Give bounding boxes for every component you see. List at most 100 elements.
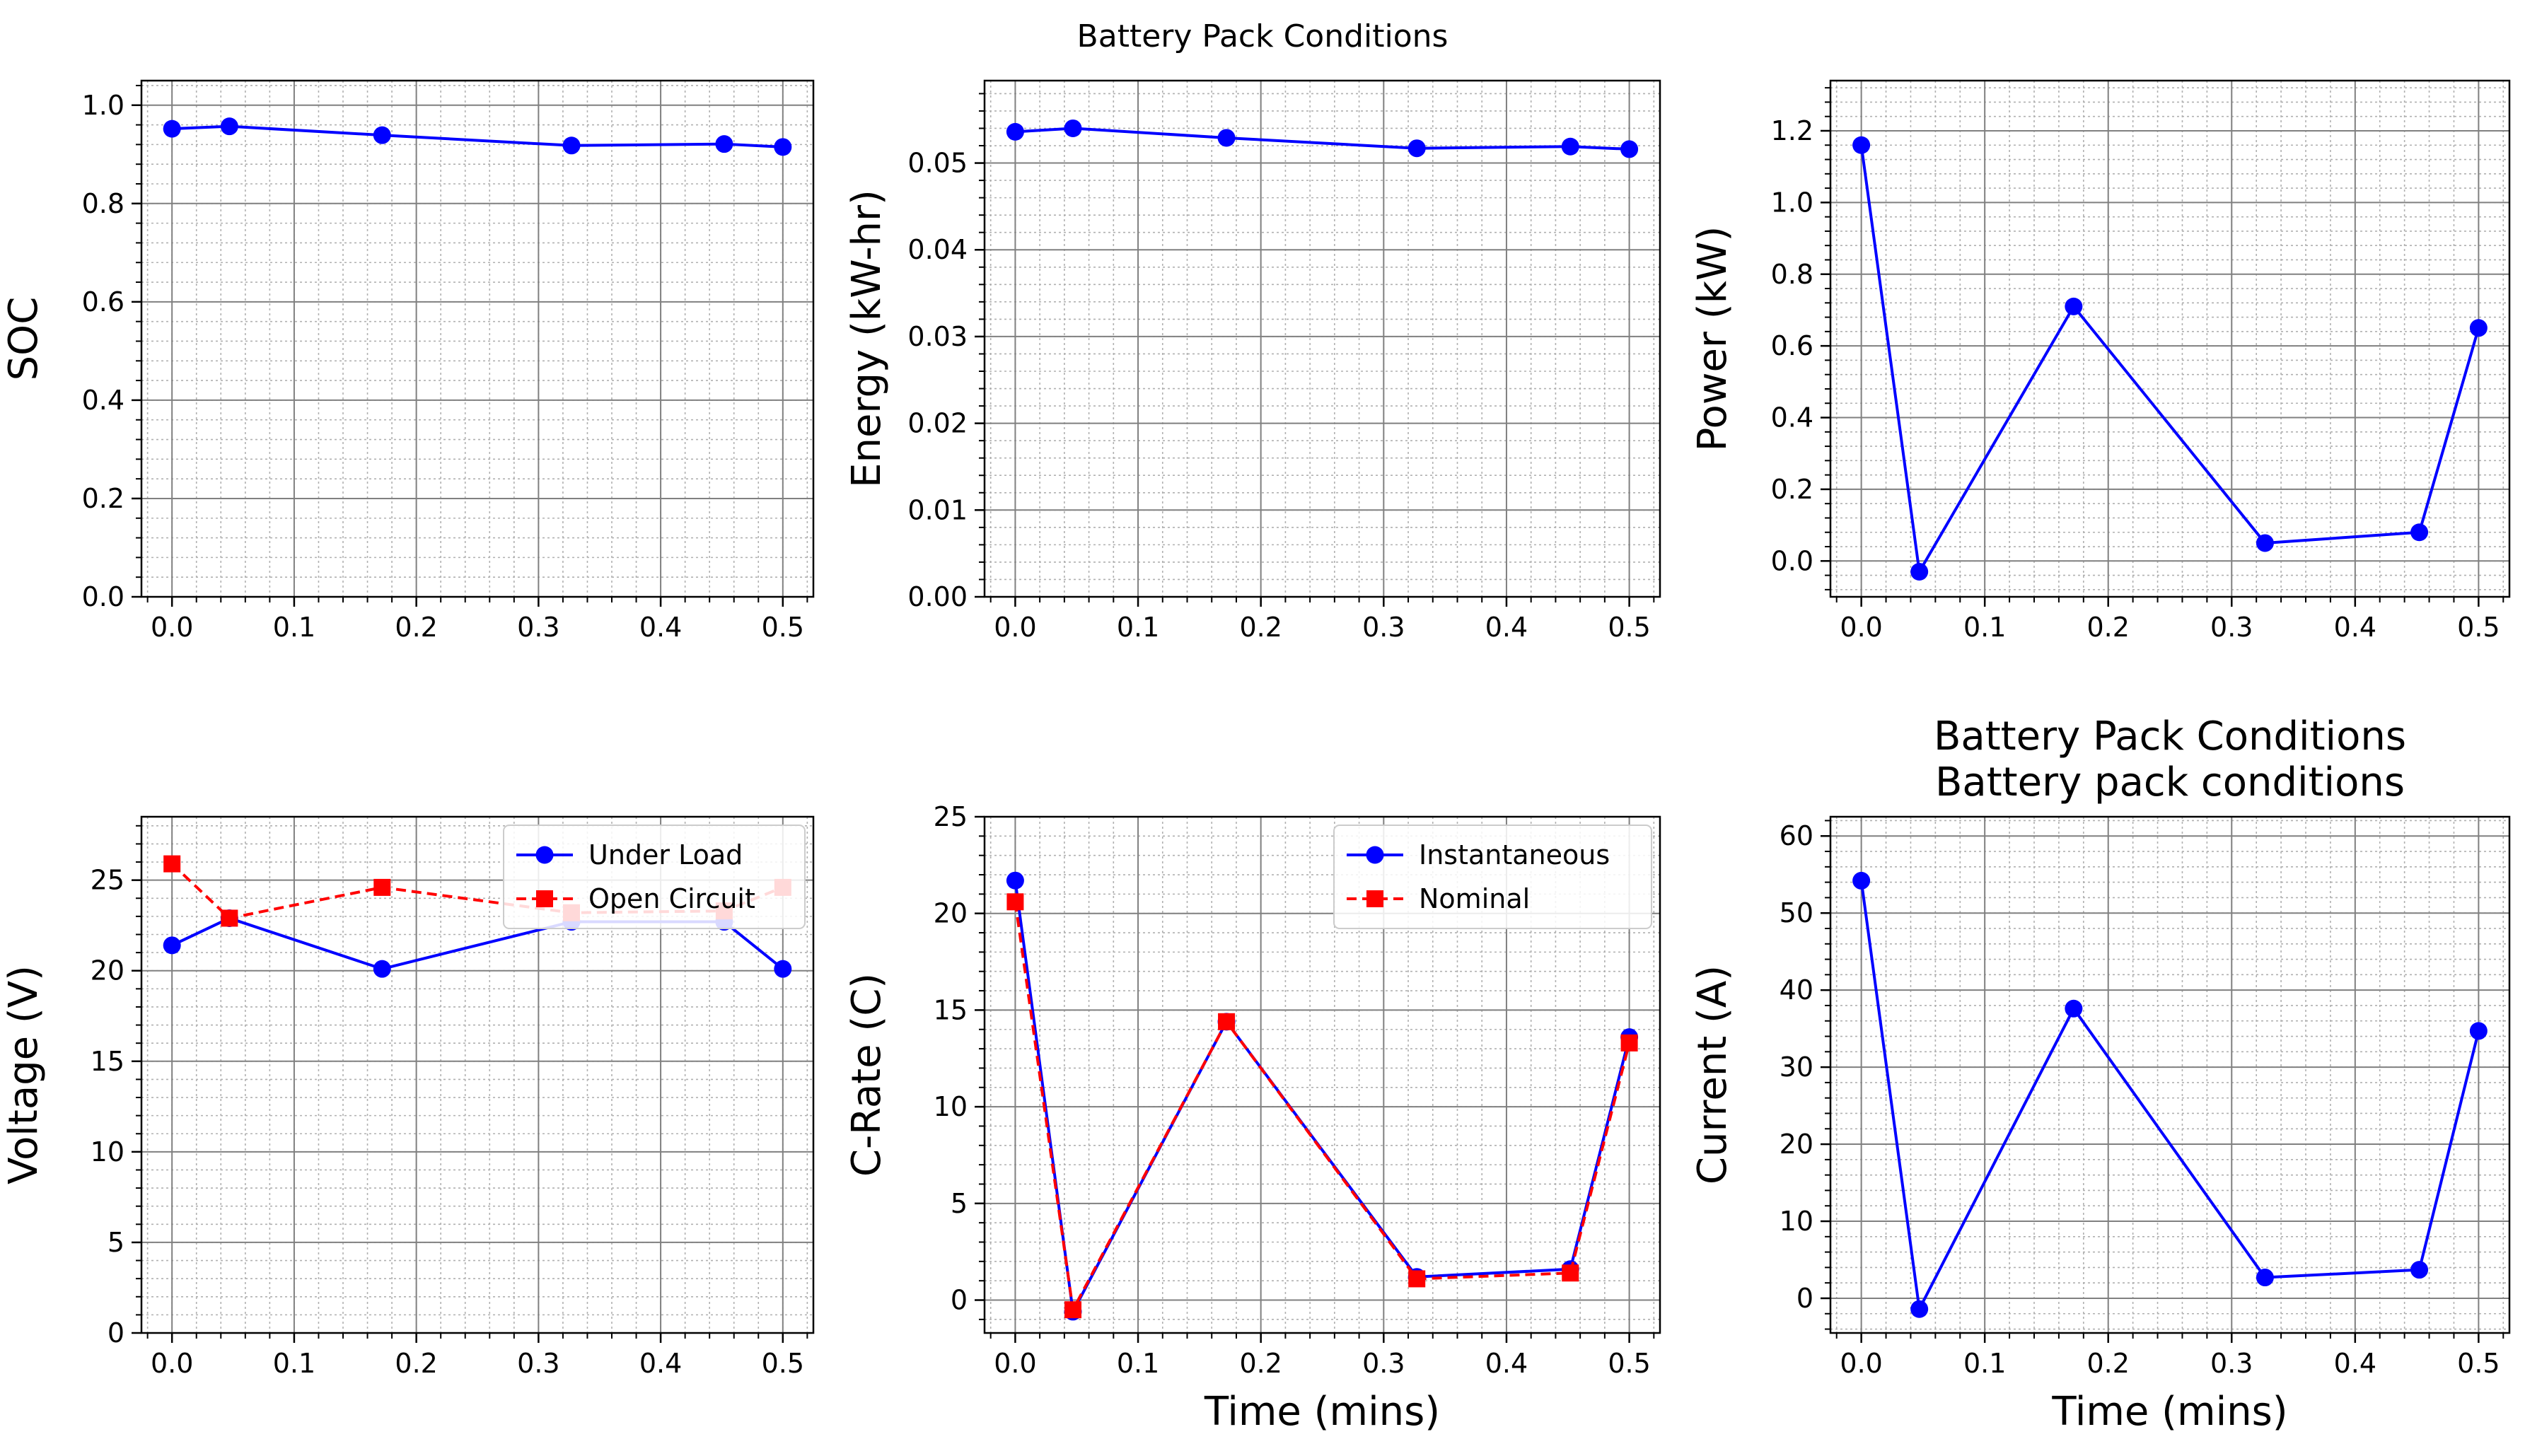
y-tick-label: 0.2 bbox=[82, 483, 124, 514]
x-tick-label: 0.3 bbox=[1362, 1348, 1405, 1379]
x-axis-label: Time (mins) bbox=[1204, 1389, 1440, 1435]
series-layer bbox=[1006, 119, 1639, 158]
legend-label-2: Nominal bbox=[1419, 883, 1530, 914]
legend-label-1: Instantaneous bbox=[1419, 839, 1610, 870]
x-tick-label: 0.3 bbox=[2210, 1348, 2253, 1379]
y-tick-label: 0.02 bbox=[907, 408, 968, 439]
series-2-point bbox=[163, 855, 181, 873]
x-tick-label: 0.3 bbox=[1362, 612, 1405, 643]
series-1-point bbox=[373, 960, 391, 978]
series-1-point bbox=[2469, 319, 2488, 337]
series-line-1 bbox=[1859, 144, 2480, 573]
x-tick-label: 0.2 bbox=[2087, 1348, 2130, 1379]
axes-frame bbox=[983, 815, 1661, 1334]
y-tick-label: 0.03 bbox=[907, 321, 968, 352]
series-2-point bbox=[1408, 1270, 1426, 1288]
y-tick-label: 20 bbox=[91, 955, 124, 986]
y-tick-label: 40 bbox=[1780, 974, 1813, 1006]
series-1-point bbox=[1561, 137, 1579, 156]
x-tick-label: 0.5 bbox=[762, 1348, 804, 1379]
legend-label-2: Open Circuit bbox=[588, 883, 755, 914]
x-tick-label: 0.0 bbox=[994, 1348, 1036, 1379]
legend: Instantaneous Nominal bbox=[1333, 825, 1652, 929]
x-tick-label: 0.1 bbox=[273, 612, 315, 643]
y-tick-label: 0.0 bbox=[1771, 545, 1813, 576]
axes-background bbox=[1830, 81, 2509, 597]
series-1-point bbox=[2469, 1022, 2488, 1040]
x-tick-label: 0.4 bbox=[639, 612, 682, 643]
series-1-point bbox=[562, 136, 581, 155]
x-tick-label: 0.5 bbox=[1608, 612, 1650, 643]
axes-frame bbox=[140, 815, 815, 1334]
series-1-point bbox=[2256, 534, 2274, 552]
series-layer bbox=[163, 117, 792, 156]
panel-title-line: Battery Pack Conditions bbox=[1934, 714, 2406, 759]
axes-frame bbox=[140, 79, 815, 598]
y-tick-label: 0.01 bbox=[907, 494, 968, 525]
y-tick-label: 25 bbox=[934, 801, 968, 832]
y-axis-label: Voltage (V) bbox=[1, 965, 47, 1184]
major-grid bbox=[1830, 81, 2509, 597]
y-tick-label: 0.6 bbox=[1771, 330, 1813, 361]
x-tick-label: 0.5 bbox=[1608, 1348, 1650, 1379]
major-grid bbox=[141, 817, 813, 1333]
y-tick-label: 10 bbox=[934, 1091, 968, 1122]
y-tick-label: 20 bbox=[934, 898, 968, 929]
x-tick-label: 0.2 bbox=[2087, 612, 2130, 643]
x-tick-label: 0.3 bbox=[2210, 612, 2253, 643]
subplot-4: 0.0 0.1 0.2 0.3 0.4 0.5 0 5 10 15 20 25 Voltage (V) U… bbox=[1, 815, 815, 1379]
series-line-1 bbox=[172, 124, 783, 148]
axes-frame bbox=[1829, 815, 2511, 1334]
series-1-point bbox=[774, 960, 792, 978]
y-tick-label: 1.0 bbox=[1771, 187, 1813, 218]
x-tick-label: 0.1 bbox=[1963, 1348, 2006, 1379]
y-tick-label: 0.00 bbox=[907, 581, 968, 612]
x-tick-label: 0.4 bbox=[2334, 1348, 2376, 1379]
axes-background bbox=[985, 81, 1660, 597]
x-tick-label: 0.1 bbox=[1963, 612, 2006, 643]
x-tick-label: 0.1 bbox=[273, 1348, 315, 1379]
x-tick-label: 0.0 bbox=[1840, 1348, 1882, 1379]
series-line-2 bbox=[170, 863, 784, 920]
legend: Under Load Open Circuit bbox=[503, 825, 806, 929]
series-1-point bbox=[220, 117, 238, 136]
series-2-point bbox=[373, 878, 391, 896]
figure-suptitle: Battery Pack Conditions bbox=[1077, 18, 1449, 54]
x-axis-label: Time (mins) bbox=[2051, 1389, 2287, 1435]
series-1-point bbox=[2065, 999, 2083, 1018]
y-axis-label: Power (kW) bbox=[1690, 226, 1736, 452]
x-tick-label: 0.0 bbox=[151, 1348, 193, 1379]
series-1-point bbox=[2410, 1261, 2429, 1279]
x-tick-label: 0.4 bbox=[2334, 612, 2376, 643]
y-tick-label: 20 bbox=[1780, 1129, 1813, 1160]
series-1-point bbox=[2065, 297, 2083, 315]
series-1-point bbox=[1064, 119, 1082, 137]
series-line-1 bbox=[1015, 127, 1630, 151]
x-tick-label: 0.1 bbox=[1117, 1348, 1159, 1379]
series-1-point bbox=[715, 135, 733, 153]
axes-frame bbox=[1829, 79, 2511, 598]
series-layer bbox=[1852, 871, 2488, 1318]
y-tick-label: 0.0 bbox=[82, 581, 124, 612]
x-tick-label: 0.5 bbox=[762, 612, 804, 643]
x-tick-label: 0.4 bbox=[1485, 612, 1528, 643]
legend-marker-2 bbox=[536, 890, 553, 907]
series-1-point bbox=[1006, 871, 1024, 890]
x-tick-label: 0.2 bbox=[395, 612, 437, 643]
major-grid bbox=[141, 81, 813, 597]
x-tick-label: 0.2 bbox=[395, 1348, 437, 1379]
subplot-grid: 0.0 0.1 0.2 0.3 0.4 0.50.00.20.40.60.81.0SOC0… bbox=[1, 79, 2511, 1435]
y-tick-label: 0.2 bbox=[1771, 474, 1813, 505]
series-2-point bbox=[1218, 1013, 1236, 1030]
series-1-point bbox=[163, 120, 181, 138]
series-1-point bbox=[163, 936, 181, 955]
y-axis-label: SOC bbox=[1, 297, 47, 381]
x-tick-label: 0.5 bbox=[2457, 1348, 2500, 1379]
series-line-2 bbox=[1014, 902, 1631, 1312]
y-tick-label: 1.2 bbox=[1771, 115, 1813, 146]
series-2-point bbox=[1562, 1264, 1579, 1282]
y-tick-label: 60 bbox=[1780, 820, 1813, 851]
axes-frame bbox=[983, 79, 1661, 598]
series-line-1 bbox=[1859, 880, 2480, 1311]
